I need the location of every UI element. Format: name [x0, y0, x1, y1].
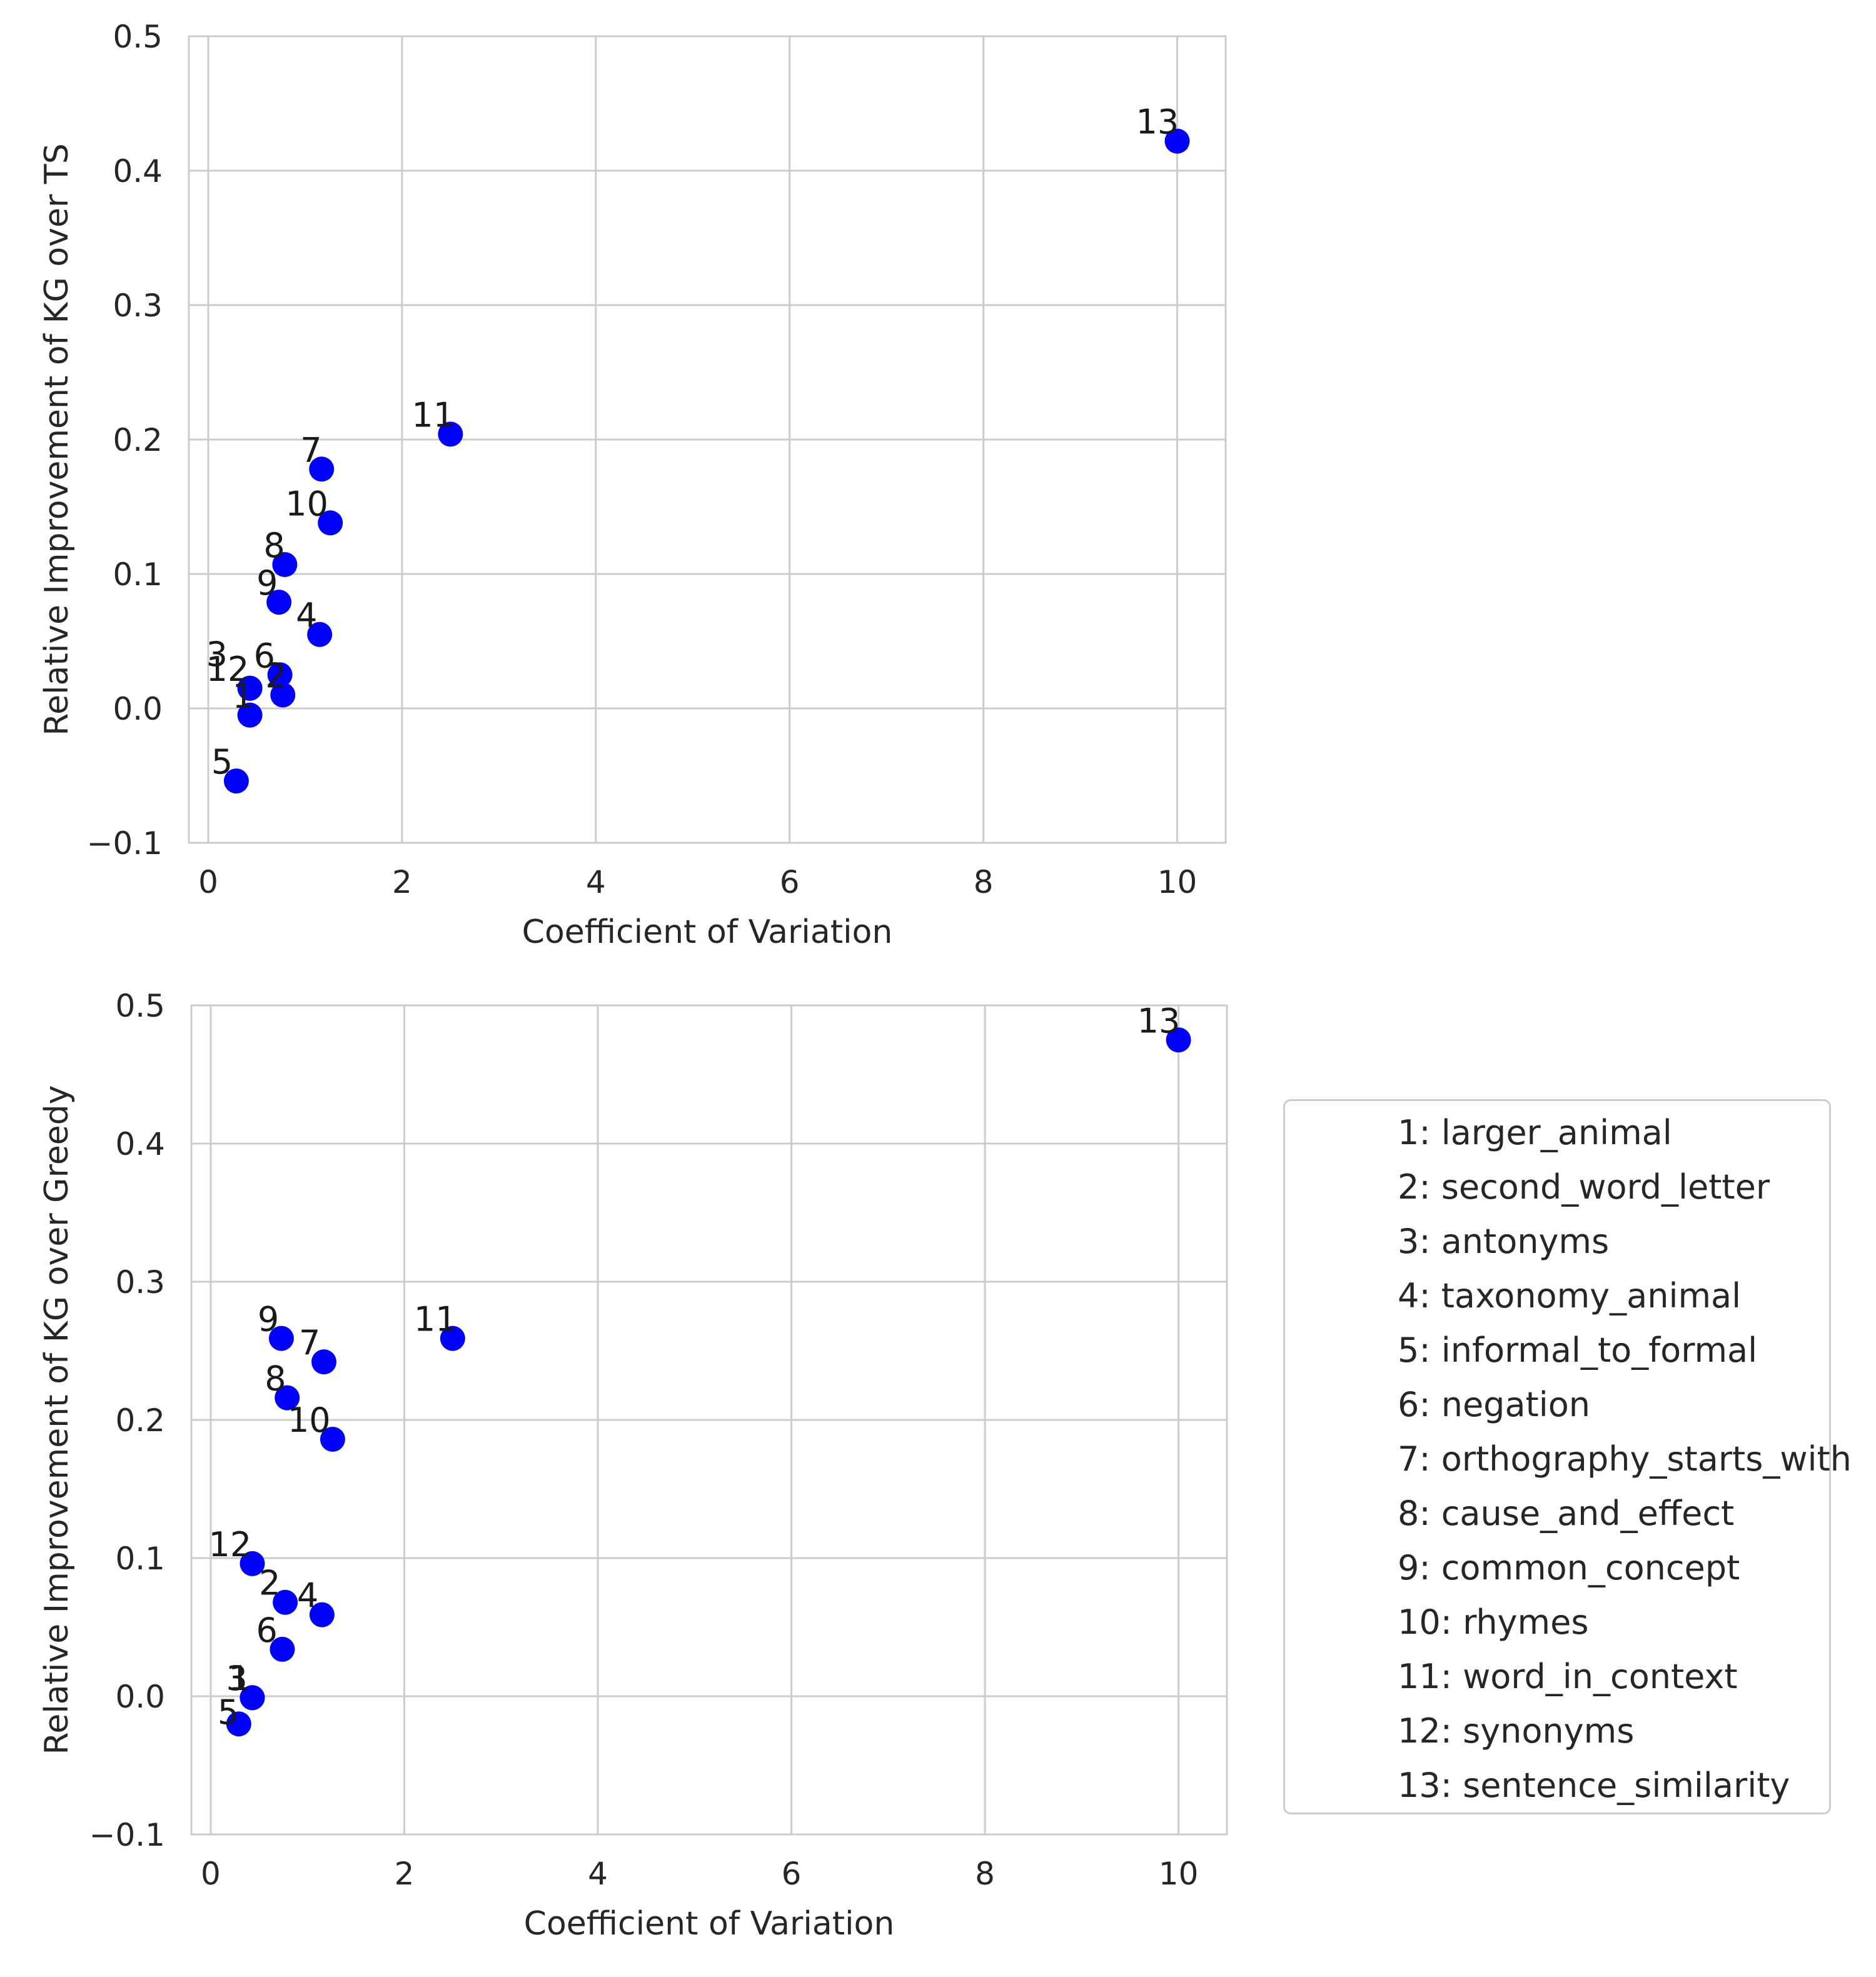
plot2-x-axis-label: Coefficient of Variation [524, 1905, 895, 1943]
legend-entry: 7: orthography_starts_with [1398, 1439, 1852, 1479]
plot2-x-tick-label: 4 [588, 1856, 608, 1892]
plot1-y-tick-label: 0.0 [113, 691, 163, 727]
plot1-point-label-6: 6 [254, 636, 275, 675]
plot2-x-tick-label: 8 [975, 1856, 995, 1892]
plot1-point-11 [438, 421, 463, 447]
plot2-point-label-12: 12 [209, 1525, 252, 1564]
plot2-y-tick-label: 0.4 [115, 1126, 165, 1162]
plot1-point-10 [318, 510, 343, 536]
plot2-point-12 [240, 1551, 265, 1576]
plot1-x-tick-label: 6 [780, 864, 800, 900]
plot1-point-label-13: 13 [1136, 103, 1179, 142]
legend-entry: 12: synonyms [1398, 1711, 1635, 1751]
plot2-point-label-13: 13 [1137, 1001, 1181, 1040]
legend-entry: 11: word_in_context [1398, 1657, 1738, 1696]
legend-entry: 2: second_word_letter [1398, 1167, 1770, 1207]
plot2-point-label-5: 5 [218, 1693, 239, 1732]
plot1-y-tick-label: 0.3 [113, 288, 163, 324]
plot2-point-2 [273, 1589, 298, 1615]
plot1-y-tick-label: 0.1 [113, 556, 163, 593]
legend-entry: 6: negation [1398, 1385, 1590, 1424]
plot2-point-4 [309, 1602, 335, 1627]
plot1-x-tick-label: 10 [1157, 864, 1198, 900]
plot2-point-label-6: 6 [256, 1611, 277, 1650]
plot2-x-tick-label: 10 [1159, 1856, 1199, 1892]
plot2-point-5 [226, 1711, 251, 1737]
plot1-point-label-12: 12 [206, 650, 250, 689]
plot2-point-3 [240, 1685, 265, 1711]
plot2-point-8 [275, 1385, 300, 1411]
plot2-x-tick-label: 6 [782, 1856, 802, 1892]
plot1-x-tick-label: 8 [974, 864, 994, 900]
plot2-point-label-4: 4 [297, 1576, 318, 1616]
plot1-point-9 [266, 590, 292, 615]
legend-entry: 1: larger_animal [1398, 1113, 1672, 1152]
plot2-y-tick-label: 0.0 [115, 1679, 165, 1715]
plot1-point-13 [1164, 128, 1190, 154]
plot2-point-11 [440, 1326, 465, 1351]
plot2-point-6 [270, 1636, 295, 1662]
plot1-point-label-1: 1 [233, 677, 254, 716]
plot1-y-tick-label: 0.2 [113, 422, 163, 458]
plot1-point-label-9: 9 [256, 563, 278, 603]
plot1-x-tick-label: 4 [586, 864, 606, 900]
plot2-point-label-7: 7 [299, 1323, 320, 1362]
legend-entry: 4: taxonomy_animal [1398, 1276, 1742, 1315]
plot2-point-label-3: 3 [226, 1659, 248, 1698]
plot2-y-tick-label: −0.1 [89, 1817, 165, 1853]
plot1-x-axis-label: Coefficient of Variation [522, 913, 893, 951]
plot1-point-label-4: 4 [296, 596, 317, 635]
plot1-point-4 [307, 621, 333, 647]
plot1-point-2 [270, 682, 296, 708]
plot2-x-tick-label: 2 [395, 1856, 415, 1892]
plot2-y-tick-label: 0.1 [115, 1541, 165, 1577]
plot1-point-8 [272, 551, 298, 577]
plot1-point-1 [237, 702, 263, 728]
plot1-y-tick-label: −0.1 [87, 825, 163, 862]
legend: 1: larger_animal 2: second_word_letter 3: … [1283, 1099, 1852, 1814]
legend-entry: 9: common_concept [1398, 1548, 1740, 1587]
plot2-point-label-10: 10 [288, 1401, 331, 1440]
legend-entry: 13: sentence_similarity [1398, 1766, 1790, 1805]
plot1-point-label-5: 5 [211, 742, 233, 782]
plot2-point-13 [1166, 1027, 1191, 1053]
plot1-point-12 [237, 675, 263, 701]
plot1-x-tick-label: 0 [198, 864, 218, 900]
plot1-y-tick-label: 0.4 [113, 153, 163, 189]
plot2-point-9 [268, 1326, 294, 1351]
plot1-point-label-10: 10 [285, 484, 328, 523]
plot2-x-tick-label: 0 [201, 1856, 221, 1892]
plot1-y-axis-label: Relative Improvement of KG over TS [38, 143, 76, 735]
plot2-y-tick-label: 0.5 [115, 988, 165, 1024]
plot2-y-tick-label: 0.3 [115, 1264, 165, 1300]
legend-entry: 10: rhymes [1398, 1602, 1589, 1642]
plot1-x-tick-label: 2 [392, 864, 412, 900]
plot2-point-7 [311, 1349, 337, 1375]
plot1-point-5 [223, 768, 249, 794]
plot2-point-10 [320, 1426, 345, 1452]
plot1-point-label-8: 8 [263, 526, 285, 565]
plot2-point-label-1: 1 [229, 1659, 250, 1698]
plot1-point-label-2: 2 [265, 656, 286, 696]
legend-entry: 3: antonyms [1398, 1222, 1610, 1261]
plot2-y-axis-label: Relative Improvement of KG over Greedy [38, 1085, 76, 1755]
plot2-point-label-9: 9 [258, 1300, 279, 1339]
plot1-point-label-3: 3 [206, 635, 228, 674]
plot2-point-label-8: 8 [265, 1359, 286, 1399]
plot1-y-tick-label: 0.5 [113, 19, 163, 55]
plot2-point-label-2: 2 [259, 1564, 280, 1603]
legend-entry: 5: informal_to_formal [1398, 1331, 1758, 1370]
plot2-y-tick-label: 0.2 [115, 1402, 165, 1439]
legend-entry: 8: cause_and_effect [1398, 1494, 1735, 1533]
plot2-point-label-11: 11 [414, 1300, 457, 1339]
plot1-point-7 [309, 456, 335, 482]
plot1-point-label-7: 7 [300, 430, 321, 470]
plot1-point-6 [267, 662, 293, 688]
plot1-point-label-11: 11 [411, 395, 455, 435]
